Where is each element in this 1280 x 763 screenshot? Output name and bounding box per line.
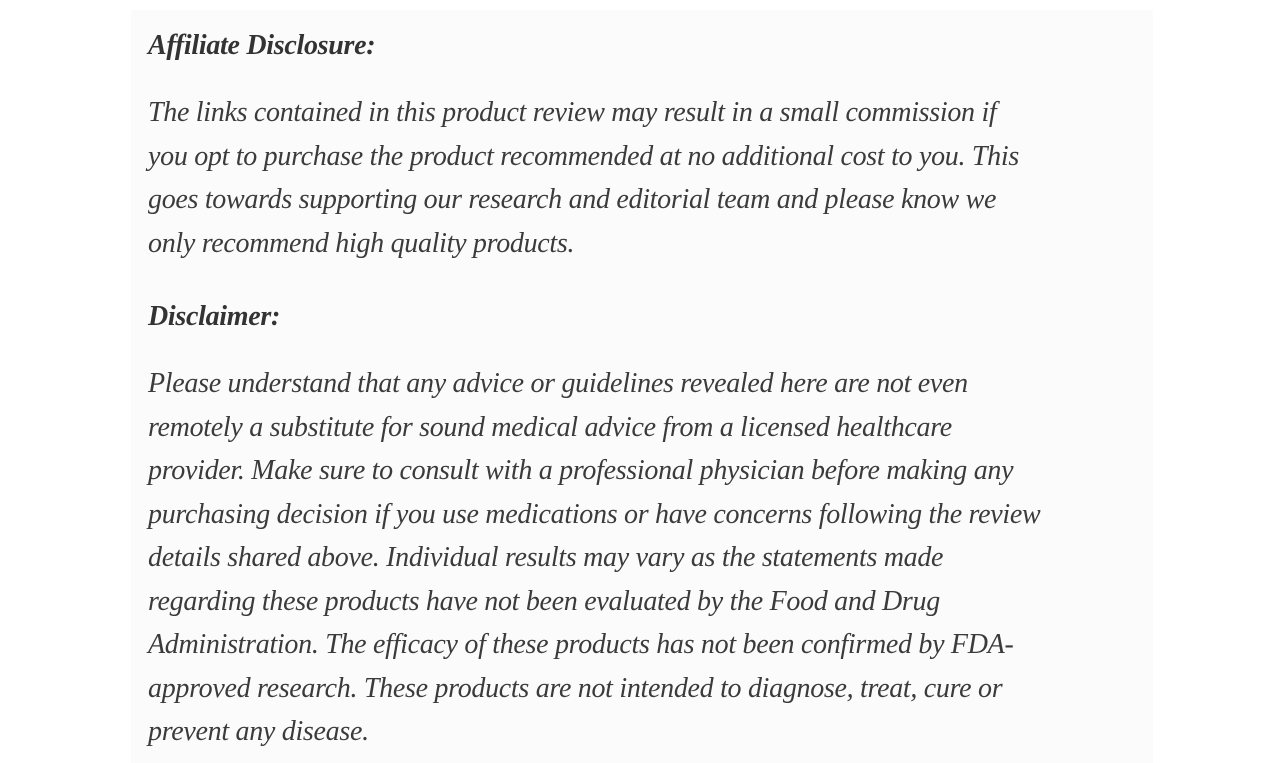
paragraph-line: Please understand that any advice or gui… [148,368,968,399]
affiliate-disclosure-heading: Affiliate Disclosure: [148,30,376,61]
disclosure-content-card: Affiliate Disclosure: The links containe… [131,10,1153,763]
paragraph-line: goes towards supporting our research and… [148,184,997,215]
paragraph-line: Administration. The efficacy of these pr… [148,629,1014,660]
paragraph-line: you opt to purchase the product recommen… [148,140,1019,172]
paragraph-line: purchasing decision if you use medicatio… [148,498,1041,530]
paragraph-line: only recommend high quality products. [148,227,575,259]
disclaimer-heading: Disclaimer: [148,301,281,332]
paragraph-line: remotely a substitute for sound medical … [148,411,952,443]
paragraph-line: prevent any disease. [148,716,369,747]
paragraph-line: The links contained in this product revi… [148,97,997,128]
paragraph-line: regarding these products have not been e… [148,585,940,617]
paragraph-line: provider. Make sure to consult with a pr… [148,455,1014,486]
page: { "colors": { "page_background": "#fffff… [0,10,1280,763]
paragraph-line: details shared above. Individual results… [148,542,944,573]
disclaimer-paragraph: Please understand that any advice or gui… [148,362,1133,754]
paragraph-line: approved research. These products are no… [148,672,1003,704]
affiliate-disclosure-paragraph: The links contained in this product revi… [148,91,1133,265]
